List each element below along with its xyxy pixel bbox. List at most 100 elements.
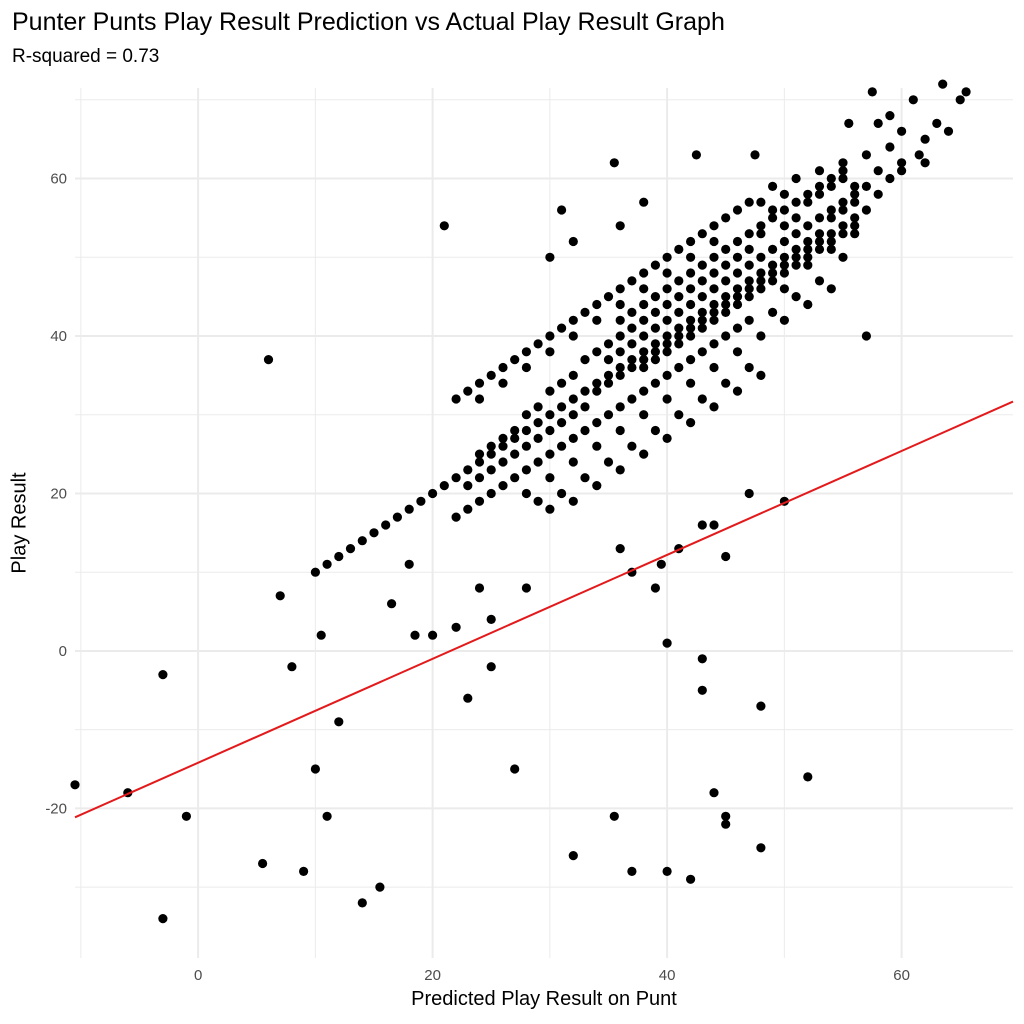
data-point bbox=[322, 559, 332, 569]
data-point bbox=[709, 221, 719, 231]
data-point bbox=[545, 449, 555, 459]
data-point bbox=[463, 465, 473, 475]
data-point bbox=[779, 260, 790, 270]
data-point bbox=[826, 284, 836, 294]
data-point bbox=[557, 441, 567, 451]
data-point bbox=[721, 213, 731, 223]
data-point bbox=[592, 315, 602, 325]
data-point bbox=[627, 323, 637, 333]
data-point bbox=[697, 394, 707, 404]
data-point bbox=[656, 559, 666, 569]
data-point bbox=[521, 347, 532, 357]
data-point bbox=[697, 292, 707, 302]
data-point bbox=[709, 252, 719, 262]
data-point bbox=[721, 299, 731, 310]
data-point bbox=[961, 87, 971, 97]
data-point bbox=[803, 189, 813, 199]
data-point bbox=[662, 394, 672, 404]
data-point bbox=[779, 252, 790, 262]
data-point bbox=[533, 418, 543, 428]
data-point bbox=[867, 87, 877, 97]
data-point bbox=[615, 465, 625, 475]
data-point bbox=[615, 370, 625, 380]
data-point bbox=[791, 260, 801, 270]
data-point bbox=[627, 355, 637, 365]
data-point bbox=[814, 229, 825, 239]
y-tick-label: 20 bbox=[50, 485, 67, 502]
data-point bbox=[744, 284, 754, 294]
data-point bbox=[498, 457, 508, 467]
data-point bbox=[721, 260, 731, 270]
data-point bbox=[568, 410, 578, 420]
y-axis-label-container: Play Result bbox=[0, 88, 40, 958]
data-point bbox=[826, 181, 836, 191]
data-point bbox=[603, 410, 614, 420]
data-point bbox=[756, 252, 766, 262]
data-point bbox=[498, 433, 508, 443]
data-point bbox=[768, 268, 778, 278]
data-point bbox=[721, 292, 731, 302]
data-point bbox=[803, 772, 813, 782]
data-point bbox=[486, 614, 496, 625]
data-point bbox=[732, 252, 743, 262]
data-point bbox=[498, 481, 508, 491]
data-point bbox=[316, 630, 326, 640]
data-point bbox=[639, 362, 649, 373]
data-point bbox=[557, 418, 567, 428]
data-point bbox=[263, 355, 274, 365]
data-point bbox=[955, 95, 965, 105]
data-point bbox=[615, 299, 625, 310]
data-point bbox=[627, 362, 637, 373]
y-axis-label: Play Result bbox=[8, 472, 31, 574]
data-point bbox=[486, 441, 496, 451]
data-point bbox=[639, 331, 649, 341]
data-point bbox=[721, 811, 731, 821]
chart-title: Punter Punts Play Result Prediction vs A… bbox=[12, 8, 725, 36]
data-point bbox=[756, 221, 766, 231]
data-point bbox=[908, 95, 918, 105]
data-point bbox=[697, 520, 707, 530]
data-point bbox=[709, 307, 719, 317]
data-point bbox=[844, 118, 854, 128]
data-point bbox=[686, 331, 696, 341]
data-point bbox=[158, 914, 168, 924]
data-point bbox=[545, 504, 555, 514]
data-point bbox=[580, 355, 590, 365]
data-point bbox=[756, 284, 766, 294]
data-point bbox=[451, 394, 461, 404]
data-point bbox=[580, 473, 590, 483]
data-point bbox=[533, 433, 543, 443]
data-point bbox=[861, 205, 872, 215]
data-point bbox=[375, 882, 385, 892]
data-point bbox=[357, 898, 367, 908]
data-point bbox=[662, 433, 672, 443]
data-point bbox=[838, 221, 848, 231]
data-point bbox=[697, 685, 707, 695]
data-point bbox=[791, 252, 801, 262]
data-point bbox=[592, 347, 602, 357]
data-point bbox=[803, 236, 813, 247]
data-point bbox=[568, 851, 578, 861]
data-point bbox=[521, 583, 532, 593]
data-point bbox=[603, 457, 614, 467]
data-point bbox=[803, 299, 813, 310]
data-point bbox=[609, 158, 619, 168]
data-point bbox=[334, 717, 344, 727]
data-point bbox=[463, 481, 473, 491]
data-point bbox=[768, 244, 778, 254]
data-point bbox=[639, 299, 649, 310]
data-point bbox=[592, 299, 602, 310]
data-point bbox=[639, 347, 649, 357]
data-point bbox=[674, 244, 684, 254]
data-point bbox=[791, 197, 801, 207]
data-point bbox=[650, 355, 661, 365]
data-point bbox=[721, 551, 731, 562]
data-point bbox=[428, 630, 438, 640]
data-point bbox=[498, 378, 508, 388]
data-point bbox=[756, 843, 766, 853]
data-point bbox=[498, 362, 508, 373]
data-point bbox=[603, 292, 614, 302]
data-point bbox=[258, 858, 268, 869]
data-point bbox=[850, 197, 860, 207]
data-point bbox=[627, 441, 637, 451]
